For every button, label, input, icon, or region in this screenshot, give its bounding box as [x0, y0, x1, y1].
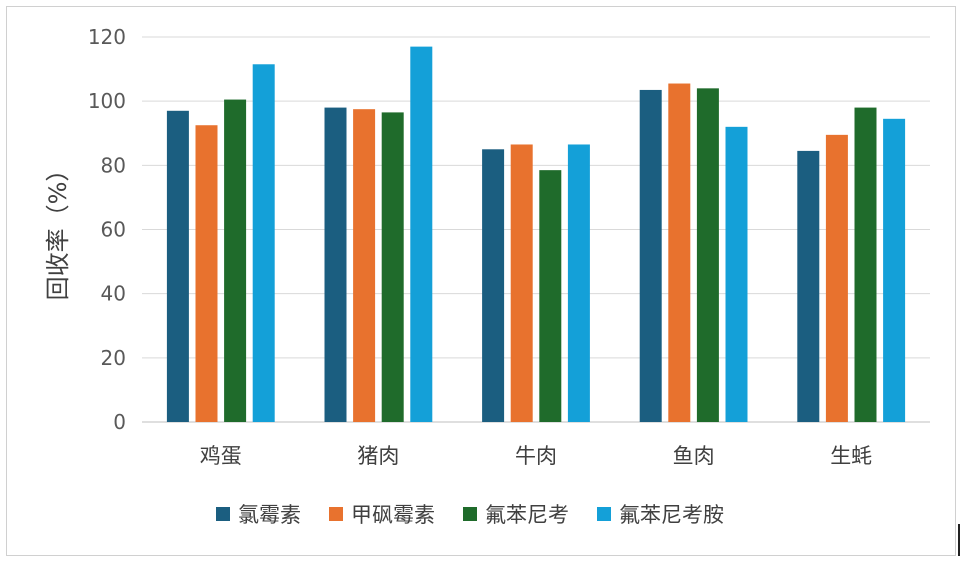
x-category-label: 鸡蛋: [200, 444, 242, 468]
legend-label: 氟苯尼考: [485, 503, 569, 527]
bar-氯霉素-生蚝: [797, 150, 820, 423]
y-tick-label: 100: [88, 89, 126, 113]
legend-swatch: [463, 507, 477, 521]
bar-氯霉素-牛肉: [482, 149, 505, 422]
y-axis-label: 回收率（%）: [44, 158, 72, 301]
legend: 氯霉素 甲砜霉素 氟苯尼考 氟苯尼考胺: [216, 503, 724, 527]
bar-氯霉素-猪肉: [324, 107, 347, 422]
bar-氟苯尼考-猪肉: [381, 112, 404, 422]
y-tick-label: 0: [113, 410, 126, 434]
y-tick-label: 20: [101, 346, 126, 370]
bar-氯霉素-鱼肉: [639, 89, 662, 422]
y-tick-label: 80: [101, 153, 126, 177]
legend-swatch: [597, 507, 611, 521]
text-cursor: [958, 524, 960, 556]
y-axis-ticks: 0 20 40 60 80 100 120: [88, 25, 126, 434]
y-tick-label: 60: [101, 218, 126, 242]
bar-氯霉素-鸡蛋: [166, 110, 189, 423]
bars: [166, 46, 906, 423]
legend-swatch: [329, 507, 343, 521]
bar-甲砜霉素-牛肉: [510, 144, 533, 422]
x-axis-categories: 鸡蛋 猪肉 牛肉 鱼肉 生蚝: [200, 444, 872, 468]
legend-swatch: [216, 507, 230, 521]
x-category-label: 鱼肉: [673, 444, 715, 468]
bar-氟苯尼考胺-猪肉: [410, 46, 433, 422]
y-tick-label: 120: [88, 25, 126, 49]
bar-氟苯尼考胺-生蚝: [883, 118, 906, 422]
bar-氟苯尼考-生蚝: [854, 107, 877, 422]
bar-氟苯尼考-鸡蛋: [224, 99, 247, 422]
legend-label: 甲砜霉素: [351, 503, 435, 527]
bar-氟苯尼考-牛肉: [539, 170, 562, 422]
bar-甲砜霉素-鸡蛋: [195, 125, 218, 423]
legend-label: 氯霉素: [238, 503, 301, 527]
x-category-label: 猪肉: [357, 444, 399, 468]
bar-甲砜霉素-生蚝: [825, 134, 848, 422]
y-tick-label: 40: [101, 282, 126, 306]
x-category-label: 牛肉: [515, 444, 557, 468]
bar-氟苯尼考-鱼肉: [696, 88, 719, 422]
legend-label: 氟苯尼考胺: [619, 503, 724, 527]
bar-甲砜霉素-鱼肉: [668, 83, 691, 422]
bar-氟苯尼考胺-牛肉: [567, 144, 590, 422]
bar-氟苯尼考胺-鸡蛋: [252, 64, 275, 422]
x-category-label: 生蚝: [830, 444, 872, 468]
bar-氟苯尼考胺-鱼肉: [725, 126, 748, 422]
bar-甲砜霉素-猪肉: [353, 109, 376, 422]
